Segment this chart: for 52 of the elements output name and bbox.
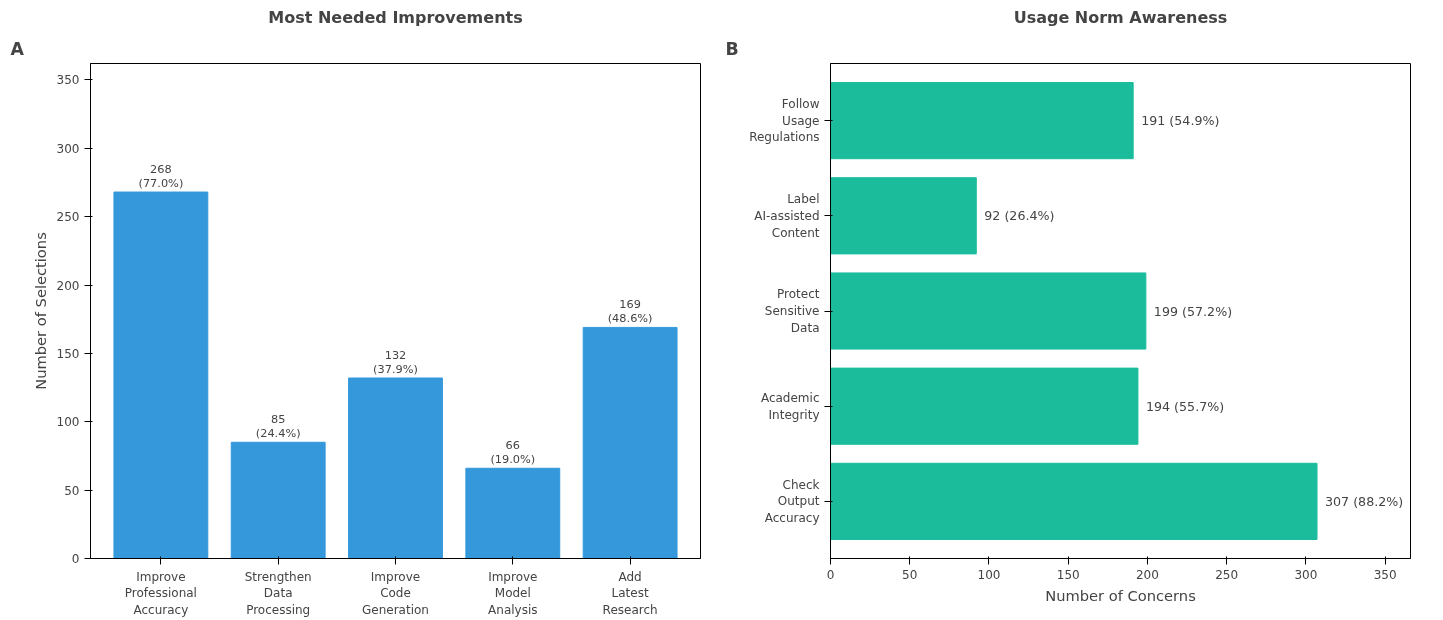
data-label: 194 (55.7%) [1145, 398, 1225, 414]
data-label: 92 (26.4%) [984, 208, 1055, 224]
bar [830, 272, 1147, 350]
data-label: 199 (57.2%) [1153, 303, 1233, 319]
data-label: 307 (88.2%) [1325, 493, 1404, 509]
bar [830, 82, 1134, 160]
y-axis-title: Number of Selections [31, 232, 49, 390]
y-tick-label: 300 [56, 141, 80, 156]
data-label: 169 (48.6%) [607, 297, 653, 326]
x-tick-label: 0 [826, 567, 835, 582]
bar [465, 467, 561, 559]
x-tick-label: Strengthen Data Processing [244, 569, 312, 618]
x-tick-label: 150 [1056, 567, 1080, 582]
bar [113, 191, 209, 559]
data-label: 191 (54.9%) [1141, 113, 1220, 129]
chart-title: Usage Norm Awareness [1013, 7, 1228, 27]
x-tick-label: Improve Model Analysis [488, 569, 538, 618]
text: A [10, 38, 25, 59]
x-tick-label: 350 [1373, 567, 1397, 582]
y-tick-label: 250 [56, 210, 80, 225]
y-tick-label: Check Output Accuracy [764, 477, 820, 526]
x-tick-label: 200 [1135, 567, 1159, 582]
data-label: 66 (19.0%) [490, 438, 536, 467]
x-tick-label: Improve Professional Accuracy [124, 569, 197, 618]
bar [582, 326, 678, 559]
x-axis-title: Number of Concerns [1045, 586, 1196, 604]
y-tick-label: Follow Usage Regulations [749, 96, 820, 145]
x-tick-label: 250 [1215, 567, 1239, 582]
y-tick-label: 150 [56, 346, 80, 361]
bar [348, 377, 443, 559]
data-label: 132 (37.9%) [373, 348, 418, 376]
x-tick-label: 50 [902, 567, 918, 582]
bar [830, 367, 1139, 445]
x-tick-label: Add Latest Research [602, 569, 658, 618]
y-tick-label: 200 [56, 278, 80, 293]
y-tick-label: 50 [64, 483, 80, 498]
x-tick-label: 300 [1294, 567, 1318, 582]
y-tick-label: 0 [71, 552, 80, 566]
chart-title: Most Needed Improvements [268, 7, 523, 27]
bar [830, 177, 977, 255]
x-tick-label: 100 [977, 567, 1001, 582]
y-tick-label: 350 [56, 73, 80, 88]
y-tick-label: 100 [56, 415, 80, 430]
bar [230, 441, 326, 559]
y-tick-label: Academic Integrity [760, 390, 820, 422]
data-label: 268 (77.0%) [138, 162, 184, 191]
bar [830, 462, 1318, 540]
y-tick-label: Protect Sensitive Data [764, 287, 820, 335]
y-tick-label: Label AI-assisted Content [754, 192, 820, 240]
data-label: 85 (24.4%) [255, 412, 301, 441]
text: B [725, 38, 739, 59]
x-tick-label: Improve Code Generation [362, 569, 429, 618]
